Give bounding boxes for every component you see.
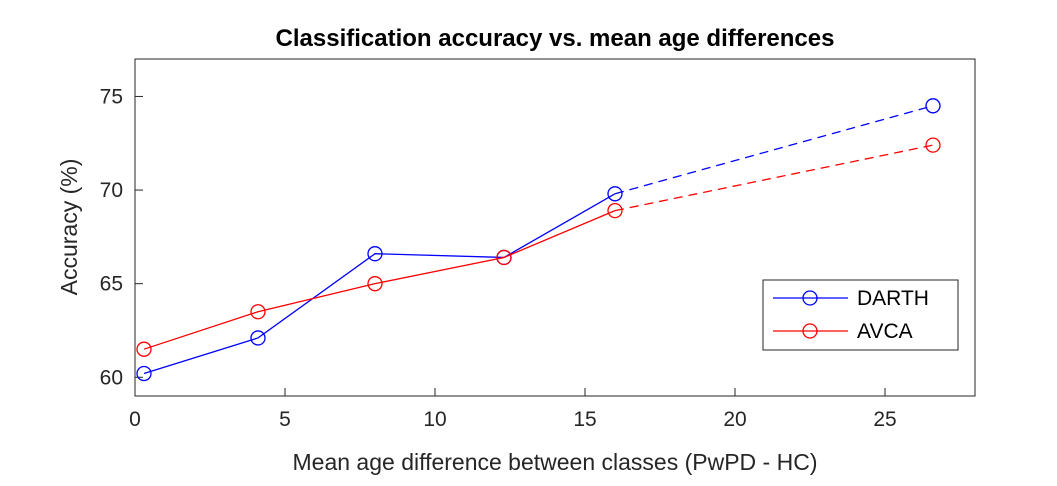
legend-item-avca: AVCA xyxy=(773,320,913,343)
plot-area-frame xyxy=(134,58,976,397)
series-darth-line xyxy=(143,193,616,375)
x-axis: 0 5 10 15 20 25 xyxy=(129,388,897,431)
legend: DARTH AVCA xyxy=(762,279,959,351)
x-tick-label: 5 xyxy=(279,408,291,431)
series-avca xyxy=(136,137,941,357)
y-axis: 60 65 70 75 xyxy=(100,85,143,389)
series-avca-point xyxy=(925,137,941,153)
series-darth-point xyxy=(136,365,152,382)
chart-title: Classification accuracy vs. mean age dif… xyxy=(276,25,835,52)
legend-swatch-marker xyxy=(802,290,818,306)
legend-label: AVCA xyxy=(857,320,913,343)
x-tick-label: 25 xyxy=(873,408,896,431)
series-darth-point xyxy=(925,98,941,114)
y-tick-label: 65 xyxy=(100,273,123,296)
x-tick-label: 20 xyxy=(723,408,746,431)
x-tick-label: 10 xyxy=(423,408,446,431)
series-avca-point xyxy=(607,202,623,219)
legend-label: DARTH xyxy=(857,287,929,310)
y-tick-label: 70 xyxy=(100,179,123,202)
series-darth-point xyxy=(250,330,266,346)
legend-item-darth: DARTH xyxy=(773,287,929,310)
series-darth-point xyxy=(607,186,623,202)
series-avca-dashed-line xyxy=(614,144,934,212)
y-axis-label: Accuracy (%) xyxy=(56,159,82,296)
y-tick-label: 60 xyxy=(100,366,123,389)
legend-swatch-marker xyxy=(802,323,818,339)
series-avca-point xyxy=(496,249,512,266)
series-avca-point xyxy=(136,341,152,357)
series-darth-point xyxy=(367,246,383,262)
x-tick-label: 0 xyxy=(129,408,141,431)
series-avca-point xyxy=(250,304,266,320)
legend-box xyxy=(762,279,959,351)
series-avca-point xyxy=(367,276,383,292)
x-tick-label: 15 xyxy=(573,408,596,431)
y-tick-label: 75 xyxy=(100,85,123,108)
series-darth-dashed-line xyxy=(614,105,934,195)
x-axis-label: Mean age difference between classes (PwP… xyxy=(293,449,818,475)
series-avca-line xyxy=(143,210,616,350)
series-layer xyxy=(136,98,941,382)
